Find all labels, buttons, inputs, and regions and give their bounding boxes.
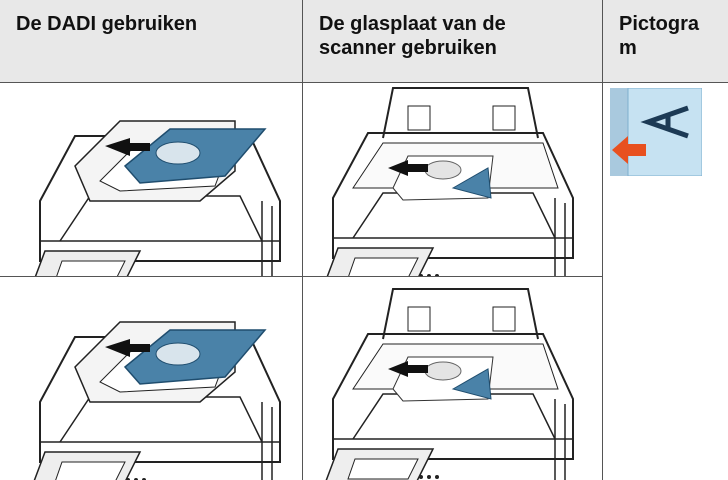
header-text: Pictogram	[619, 13, 700, 59]
adf-illustration	[0, 277, 302, 480]
adf-illustration	[0, 83, 302, 276]
glass-illustration	[303, 277, 602, 480]
col-line	[602, 0, 603, 480]
col-line	[302, 0, 303, 480]
header-cell: De DADI gebruiken	[0, 0, 302, 82]
row-line	[0, 276, 602, 277]
header-text: De DADI gebruiken	[16, 13, 198, 35]
header-cell: Pictogram	[603, 0, 728, 82]
row-line	[0, 82, 728, 83]
glass-illustration	[303, 83, 602, 276]
header-cell: De glasplaat van de scanner gebruiken	[303, 0, 602, 82]
pictogram	[610, 88, 702, 176]
header-text: De glasplaat van de scanner gebruiken	[319, 13, 506, 59]
